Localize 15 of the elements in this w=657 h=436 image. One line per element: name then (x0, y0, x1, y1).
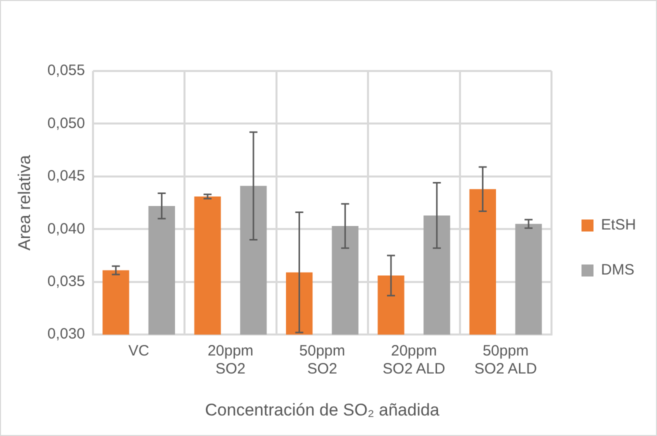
y-tick-label: 0,050 (47, 114, 85, 132)
y-axis-title: Area relativa (14, 154, 34, 251)
x-tick-label: 20ppm SO2 (208, 342, 254, 378)
x-axis-title: Concentración de SO₂ añadida (205, 400, 440, 420)
legend-label: DMS (600, 262, 634, 279)
x-tick-label: 20ppm SO2 ALD (382, 342, 446, 378)
y-tick-label: 0,040 (47, 220, 85, 238)
y-tick-label: 0,055 (47, 62, 85, 80)
y-tick-label: 0,030 (47, 326, 85, 343)
x-tick-label: 50ppm SO2 ALD (474, 342, 538, 378)
legend-label: EtSH (600, 216, 636, 234)
x-tick-label: 50ppm SO2 (299, 342, 346, 378)
x-tick-label: VC (128, 342, 150, 360)
y-tick-label: 0,045 (47, 168, 85, 185)
y-tick-label: 0,035 (47, 273, 85, 290)
